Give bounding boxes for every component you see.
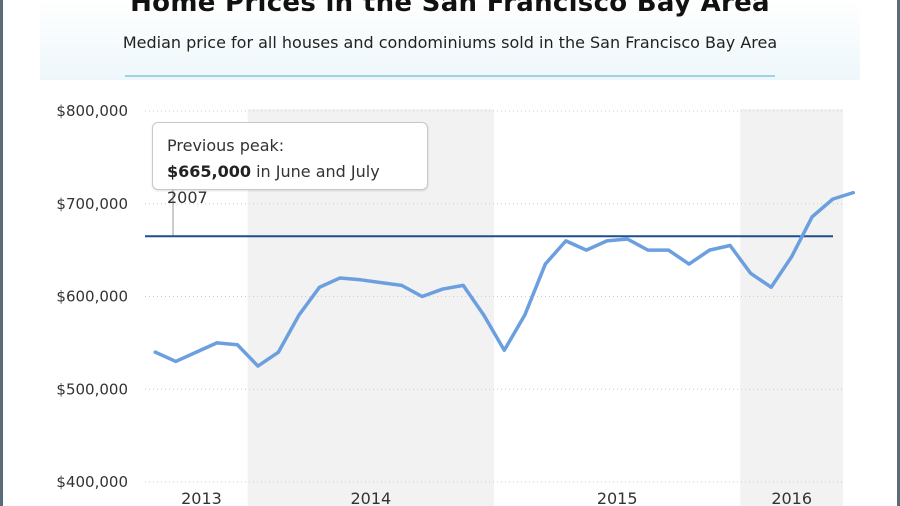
data-point — [338, 276, 342, 280]
x-tick-label: 2013 — [181, 489, 222, 506]
data-point — [708, 248, 712, 252]
data-point — [318, 285, 321, 289]
data-point — [215, 341, 219, 345]
chart-subtitle: Median price for all houses and condomin… — [122, 33, 778, 52]
callout-peak-value: $665,000 — [167, 162, 252, 181]
data-point — [790, 255, 794, 259]
data-point — [502, 348, 506, 352]
y-tick-label: $500,000 — [56, 380, 128, 398]
x-tick-label: 2015 — [597, 489, 638, 506]
data-point — [461, 283, 465, 287]
data-point — [625, 237, 629, 241]
data-point — [235, 343, 239, 347]
data-point — [379, 281, 383, 285]
callout-line2: $665,000 in June and July 2007 — [167, 159, 413, 211]
data-point — [153, 350, 157, 354]
data-point — [584, 248, 588, 252]
y-tick-label: $700,000 — [56, 195, 128, 213]
data-point — [728, 243, 732, 247]
data-point — [769, 285, 773, 289]
data-point — [482, 313, 486, 317]
data-point — [420, 295, 424, 298]
data-point — [441, 287, 445, 291]
y-tick-label: $800,000 — [56, 102, 128, 120]
callout-line1: Previous peak: — [167, 136, 285, 155]
data-point — [523, 313, 527, 317]
data-point — [276, 350, 280, 354]
data-point — [564, 239, 568, 243]
data-point — [646, 248, 650, 252]
data-point — [831, 197, 835, 201]
y-tick-label: $400,000 — [56, 473, 128, 491]
data-point — [174, 359, 178, 363]
data-point — [256, 364, 260, 368]
x-tick-label: 2016 — [771, 489, 812, 506]
data-point — [749, 271, 753, 275]
data-point — [359, 278, 363, 282]
data-point — [851, 191, 855, 195]
header-band — [40, 0, 860, 80]
data-point — [605, 239, 609, 243]
previous-peak-callout: Previous peak: $665,000 in June and July… — [152, 122, 428, 207]
data-point — [810, 215, 814, 219]
x-tick-label: 2014 — [350, 489, 391, 506]
data-point — [297, 313, 301, 317]
data-point — [687, 262, 691, 266]
data-point — [667, 248, 670, 252]
y-tick-label: $600,000 — [56, 288, 128, 306]
year-band-2016 — [740, 109, 843, 506]
data-point — [543, 262, 547, 266]
data-point — [400, 283, 404, 287]
data-point — [194, 350, 198, 354]
callout-peak-date: in June and July 2007 — [167, 162, 380, 207]
chart-title: Home Prices in the San Francisco Bay Are… — [130, 0, 770, 18]
header-rule — [125, 75, 775, 77]
